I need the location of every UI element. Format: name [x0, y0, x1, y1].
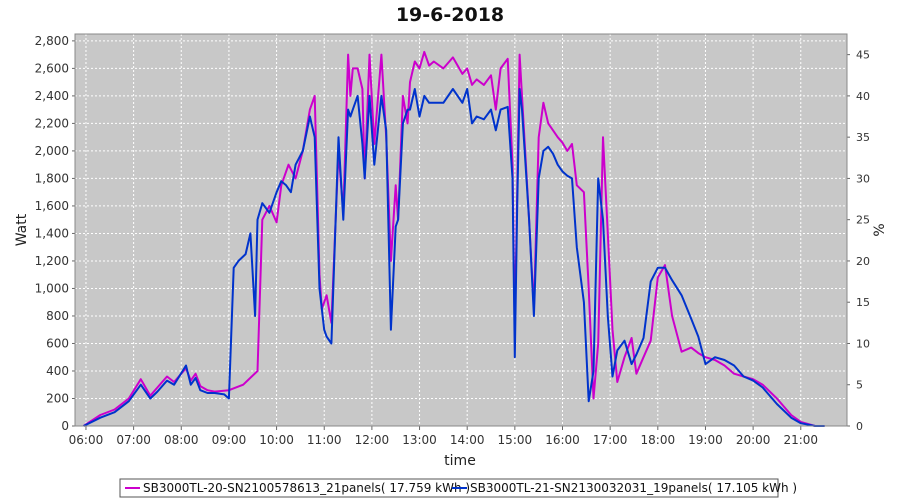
plot-border — [74, 33, 848, 427]
y2-tick-label: 25 — [856, 214, 870, 227]
x-tick-label: 17:00 — [593, 433, 628, 447]
y2-tick-label: 10 — [856, 337, 870, 350]
y-tick-label: 800 — [46, 309, 69, 323]
y2-tick-label: 30 — [856, 172, 870, 185]
y-tick-label: 1,600 — [35, 199, 69, 213]
y-tick-label: 2,000 — [35, 144, 69, 158]
x-tick-label: 13:00 — [402, 433, 437, 447]
plot-area — [75, 34, 847, 426]
series-line-1 — [83, 50, 825, 427]
x-tick-label: 11:00 — [307, 433, 342, 447]
x-tick-label: 21:00 — [783, 433, 818, 447]
x-tick-label: 18:00 — [641, 433, 676, 447]
y2-tick-label: 35 — [856, 131, 870, 144]
y-tick-label: 2,200 — [35, 116, 69, 130]
y-tick-label: 200 — [46, 391, 69, 405]
y2-tick-label: 20 — [856, 255, 870, 268]
y2-tick-label: 15 — [856, 296, 870, 309]
y2-tick-label: 5 — [856, 379, 863, 392]
x-tick-label: 10:00 — [259, 433, 294, 447]
legend-label-series-2: SB3000TL-21-SN2130032031_19panels( 17.10… — [470, 481, 797, 495]
y2-axis-ticks: 0 5 10 15 20 25 30 35 40 45 — [847, 49, 870, 433]
y-tick-label: 1,200 — [35, 254, 69, 268]
y-tick-label: 2,400 — [35, 89, 69, 103]
x-tick-label: 09:00 — [212, 433, 247, 447]
y2-tick-label: 0 — [856, 420, 863, 433]
y-tick-label: 2,600 — [35, 61, 69, 75]
x-tick-label: 06:00 — [69, 433, 104, 447]
y-tick-label: 0 — [61, 419, 69, 433]
x-tick-label: 15:00 — [498, 433, 533, 447]
legend: SB3000TL-20-SN2100578613_21panels( 17.75… — [119, 478, 797, 498]
grid-lines — [75, 34, 847, 427]
x-tick-label: 12:00 — [355, 433, 390, 447]
x-axis-label: time — [444, 453, 476, 469]
x-tick-label: 19:00 — [688, 433, 723, 447]
y-tick-label: 2,800 — [35, 34, 69, 48]
y-tick-label: 600 — [46, 336, 69, 350]
legend-label-series-1: SB3000TL-20-SN2100578613_21panels( 17.75… — [143, 481, 470, 495]
y-tick-label: 1,400 — [35, 226, 69, 240]
chart-title: 19-6-2018 — [396, 4, 504, 26]
x-tick-label: 07:00 — [116, 433, 151, 447]
y2-tick-label: 40 — [856, 90, 870, 103]
legend-box — [119, 478, 779, 498]
y-axis-ticks: 0 200 400 600 800 1,000 1,200 1,400 1,600 1,800 2,… — [35, 34, 75, 433]
x-tick-label: 20:00 — [736, 433, 771, 447]
y2-tick-label: 45 — [856, 49, 870, 62]
y-axis-label: Watt — [14, 213, 30, 246]
series-lines — [83, 50, 825, 427]
x-tick-label: 14:00 — [450, 433, 485, 447]
x-tick-label: 08:00 — [164, 433, 199, 447]
x-tick-label: 16:00 — [545, 433, 580, 447]
series-line-2 — [83, 88, 825, 427]
y-tick-label: 400 — [46, 364, 69, 378]
y-tick-label: 1,800 — [35, 171, 69, 185]
y2-axis-label: % — [872, 223, 888, 236]
x-axis-ticks: 06:00 07:00 08:00 09:00 10:00 11:00 12:00 13:00… — [69, 426, 818, 447]
y-tick-label: 1,000 — [35, 281, 69, 295]
